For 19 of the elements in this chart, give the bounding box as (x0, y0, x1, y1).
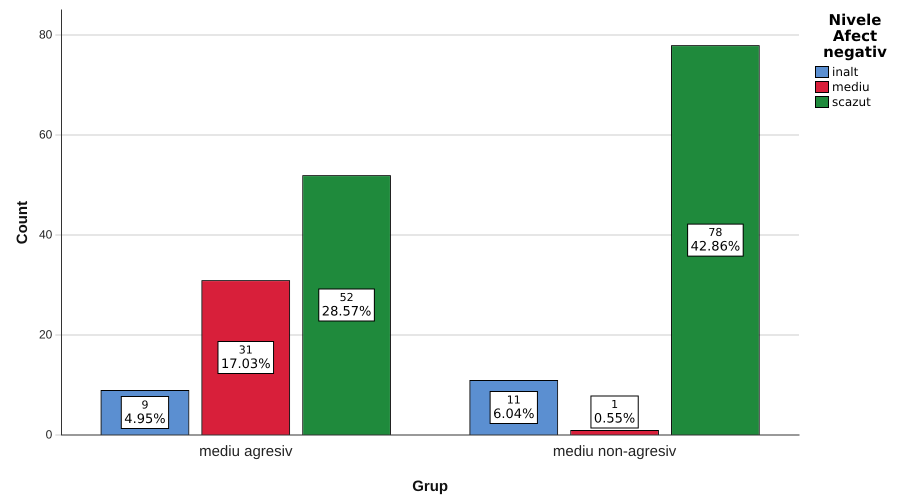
data-label: 31 17.03% (220, 343, 271, 372)
y-tick-label: 40 (38, 227, 53, 242)
y-axis-title: Count (14, 200, 32, 244)
data-label: 52 28.57% (322, 290, 372, 320)
legend-label: inalt (832, 64, 858, 78)
x-axis-title: Grup (412, 478, 448, 496)
legend-label: mediu (832, 80, 870, 94)
data-label: 9 4.95% (124, 398, 166, 427)
y-tick-label: 20 (38, 327, 53, 342)
data-label: 1 0.55% (594, 398, 636, 426)
data-label: 11 6.04% (493, 393, 534, 422)
y-tick-label: 60 (38, 127, 53, 142)
data-label: 78 42.86% (690, 226, 740, 254)
y-tick-label: 80 (38, 28, 53, 42)
legend-title: Nivele Afect negativ (822, 11, 888, 61)
y-tick-label: 0 (46, 427, 53, 442)
x-tick-label: mediu non-agresiv (552, 443, 677, 460)
legend-label: scazut (832, 94, 871, 108)
x-tick-label: mediu agresiv (199, 443, 293, 460)
